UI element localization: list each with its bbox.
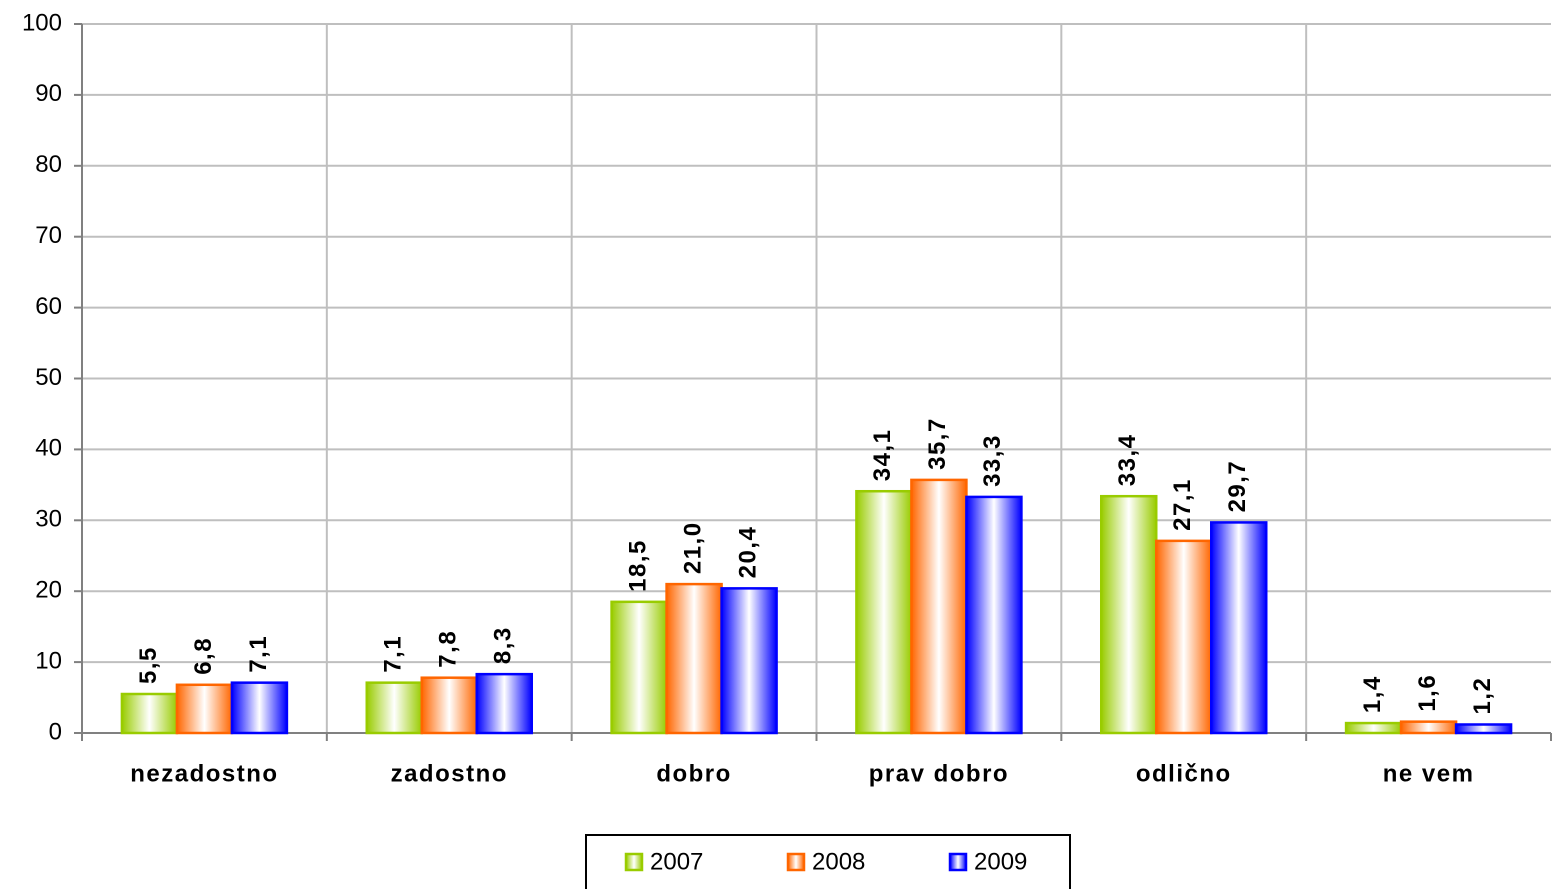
- bar: [120, 692, 179, 735]
- value-label: 29,7: [1224, 460, 1251, 513]
- value-label: 34,1: [869, 429, 896, 482]
- value-label: 7,8: [435, 630, 462, 668]
- x-tick-label: nezadostno: [130, 760, 278, 787]
- y-tick-label: 0: [49, 718, 62, 745]
- y-tick-label: 40: [35, 435, 62, 462]
- y-tick-label: 80: [35, 151, 62, 178]
- x-tick-label: odlično: [1136, 760, 1232, 787]
- bar: [910, 478, 968, 735]
- legend-swatch: [786, 852, 806, 872]
- bar: [420, 676, 478, 735]
- y-tick-label: 20: [35, 577, 62, 604]
- bar: [720, 587, 778, 735]
- legend-label: 2008: [812, 848, 865, 875]
- value-label: 33,4: [1114, 433, 1141, 486]
- y-tick-label: 60: [35, 293, 62, 320]
- value-label: 35,7: [924, 417, 951, 470]
- y-tick-label: 100: [22, 9, 62, 36]
- legend-swatch: [624, 852, 644, 872]
- y-tick-label: 70: [35, 222, 62, 249]
- bar: [1399, 720, 1458, 735]
- value-label: 1,2: [1469, 677, 1496, 715]
- y-tick-label: 90: [35, 80, 62, 107]
- value-label: 21,0: [679, 521, 706, 574]
- bar: [1100, 494, 1158, 735]
- bar: [365, 681, 423, 735]
- x-tick-label: zadostno: [391, 760, 508, 787]
- y-tick-label: 50: [35, 364, 62, 391]
- legend-label: 2009: [974, 848, 1027, 875]
- bar: [665, 582, 723, 735]
- bar: [965, 495, 1023, 735]
- bar: [175, 683, 234, 735]
- value-label: 8,3: [490, 626, 517, 664]
- bar: [230, 681, 289, 735]
- value-label: 33,3: [979, 434, 1006, 487]
- x-tick-label: prav dobro: [869, 760, 1009, 787]
- bar: [855, 489, 913, 735]
- legend-swatch: [948, 852, 968, 872]
- x-tick-label: ne vem: [1383, 760, 1475, 787]
- value-label: 7,1: [380, 635, 407, 673]
- legend-box: [585, 834, 1071, 889]
- value-label: 1,6: [1414, 674, 1441, 712]
- value-label: 27,1: [1169, 478, 1196, 531]
- bar: [610, 600, 668, 735]
- value-label: 6,8: [190, 637, 217, 675]
- bar: [1344, 721, 1403, 735]
- y-tick-label: 10: [35, 647, 62, 674]
- value-label: 7,1: [245, 635, 272, 673]
- bar: [475, 672, 533, 735]
- x-tick-label: dobro: [656, 760, 731, 787]
- value-label: 1,4: [1359, 675, 1386, 713]
- value-label: 18,5: [624, 539, 651, 592]
- value-label: 5,5: [135, 646, 162, 684]
- bar: [1155, 539, 1213, 735]
- legend-label: 2007: [650, 848, 703, 875]
- y-tick-label: 30: [35, 506, 62, 533]
- bar: [1210, 521, 1268, 735]
- bar: [1454, 723, 1513, 735]
- value-label: 20,4: [734, 526, 761, 579]
